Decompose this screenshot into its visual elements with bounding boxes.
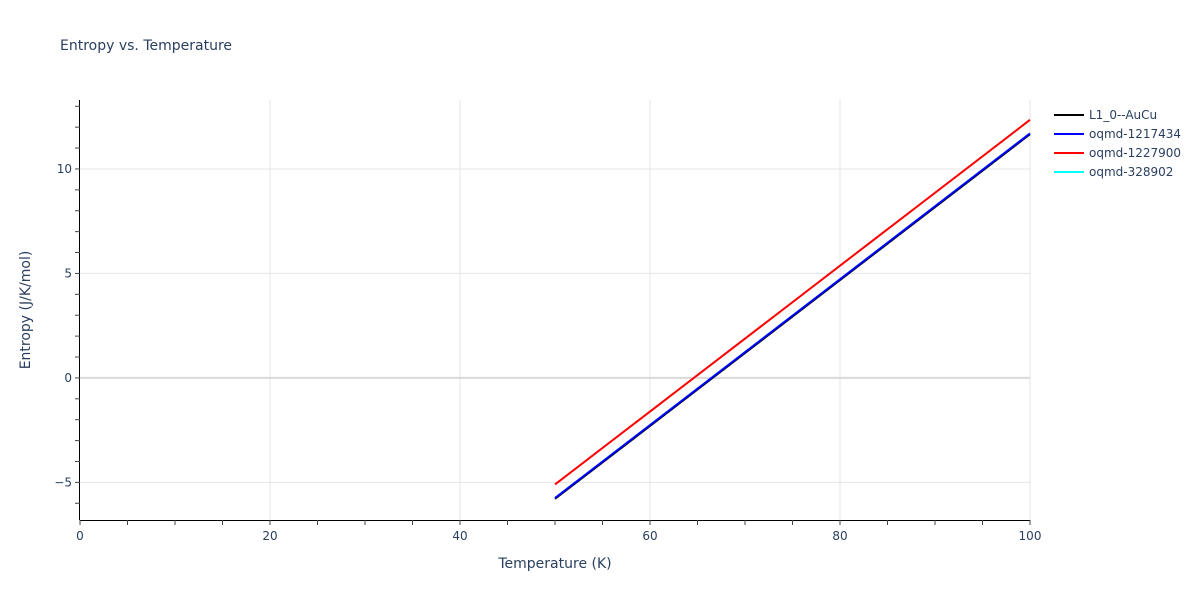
- legend: L1_0--AuCu oqmd-1217434 oqmd-1227900 oqmd-3…: [1054, 108, 1181, 179]
- legend-item[interactable]: oqmd-1227900: [1054, 146, 1181, 160]
- legend-item[interactable]: oqmd-328902: [1054, 165, 1173, 179]
- x-tick-label: 20: [262, 529, 277, 543]
- legend-label: oqmd-1217434: [1089, 127, 1181, 141]
- y-tick-label: 0: [64, 371, 72, 385]
- x-gridlines: [269, 100, 1031, 520]
- legend-label: oqmd-328902: [1089, 165, 1173, 179]
- chart-title: Entropy vs. Temperature: [60, 38, 232, 54]
- plot-area[interactable]: [554, 119, 1031, 500]
- y-axis-ticks: −5 0 5 10: [54, 105, 80, 504]
- x-axis-title: Temperature (K): [497, 556, 611, 572]
- x-axis-ticks: 0 20 40 60 80 100: [76, 520, 1041, 543]
- series-line-oqmd-1217434[interactable]: [554, 132, 1031, 499]
- x-tick-label: 100: [1019, 529, 1042, 543]
- x-tick-label: 0: [76, 529, 84, 543]
- x-tick-label: 40: [452, 529, 467, 543]
- y-tick-label: −5: [54, 475, 72, 489]
- legend-label: oqmd-1227900: [1089, 146, 1181, 160]
- legend-item[interactable]: L1_0--AuCu: [1054, 108, 1157, 122]
- y-tick-label: 10: [57, 162, 72, 176]
- x-tick-label: 60: [642, 529, 657, 543]
- legend-label: L1_0--AuCu: [1089, 108, 1157, 122]
- y-gridlines: [80, 168, 1030, 483]
- y-axis-title: Entropy (J/K/mol): [18, 251, 34, 370]
- y-tick-label: 5: [64, 266, 72, 280]
- x-tick-label: 80: [832, 529, 847, 543]
- series-line-oqmd-1227900[interactable]: [554, 119, 1031, 486]
- legend-item[interactable]: oqmd-1217434: [1054, 127, 1181, 141]
